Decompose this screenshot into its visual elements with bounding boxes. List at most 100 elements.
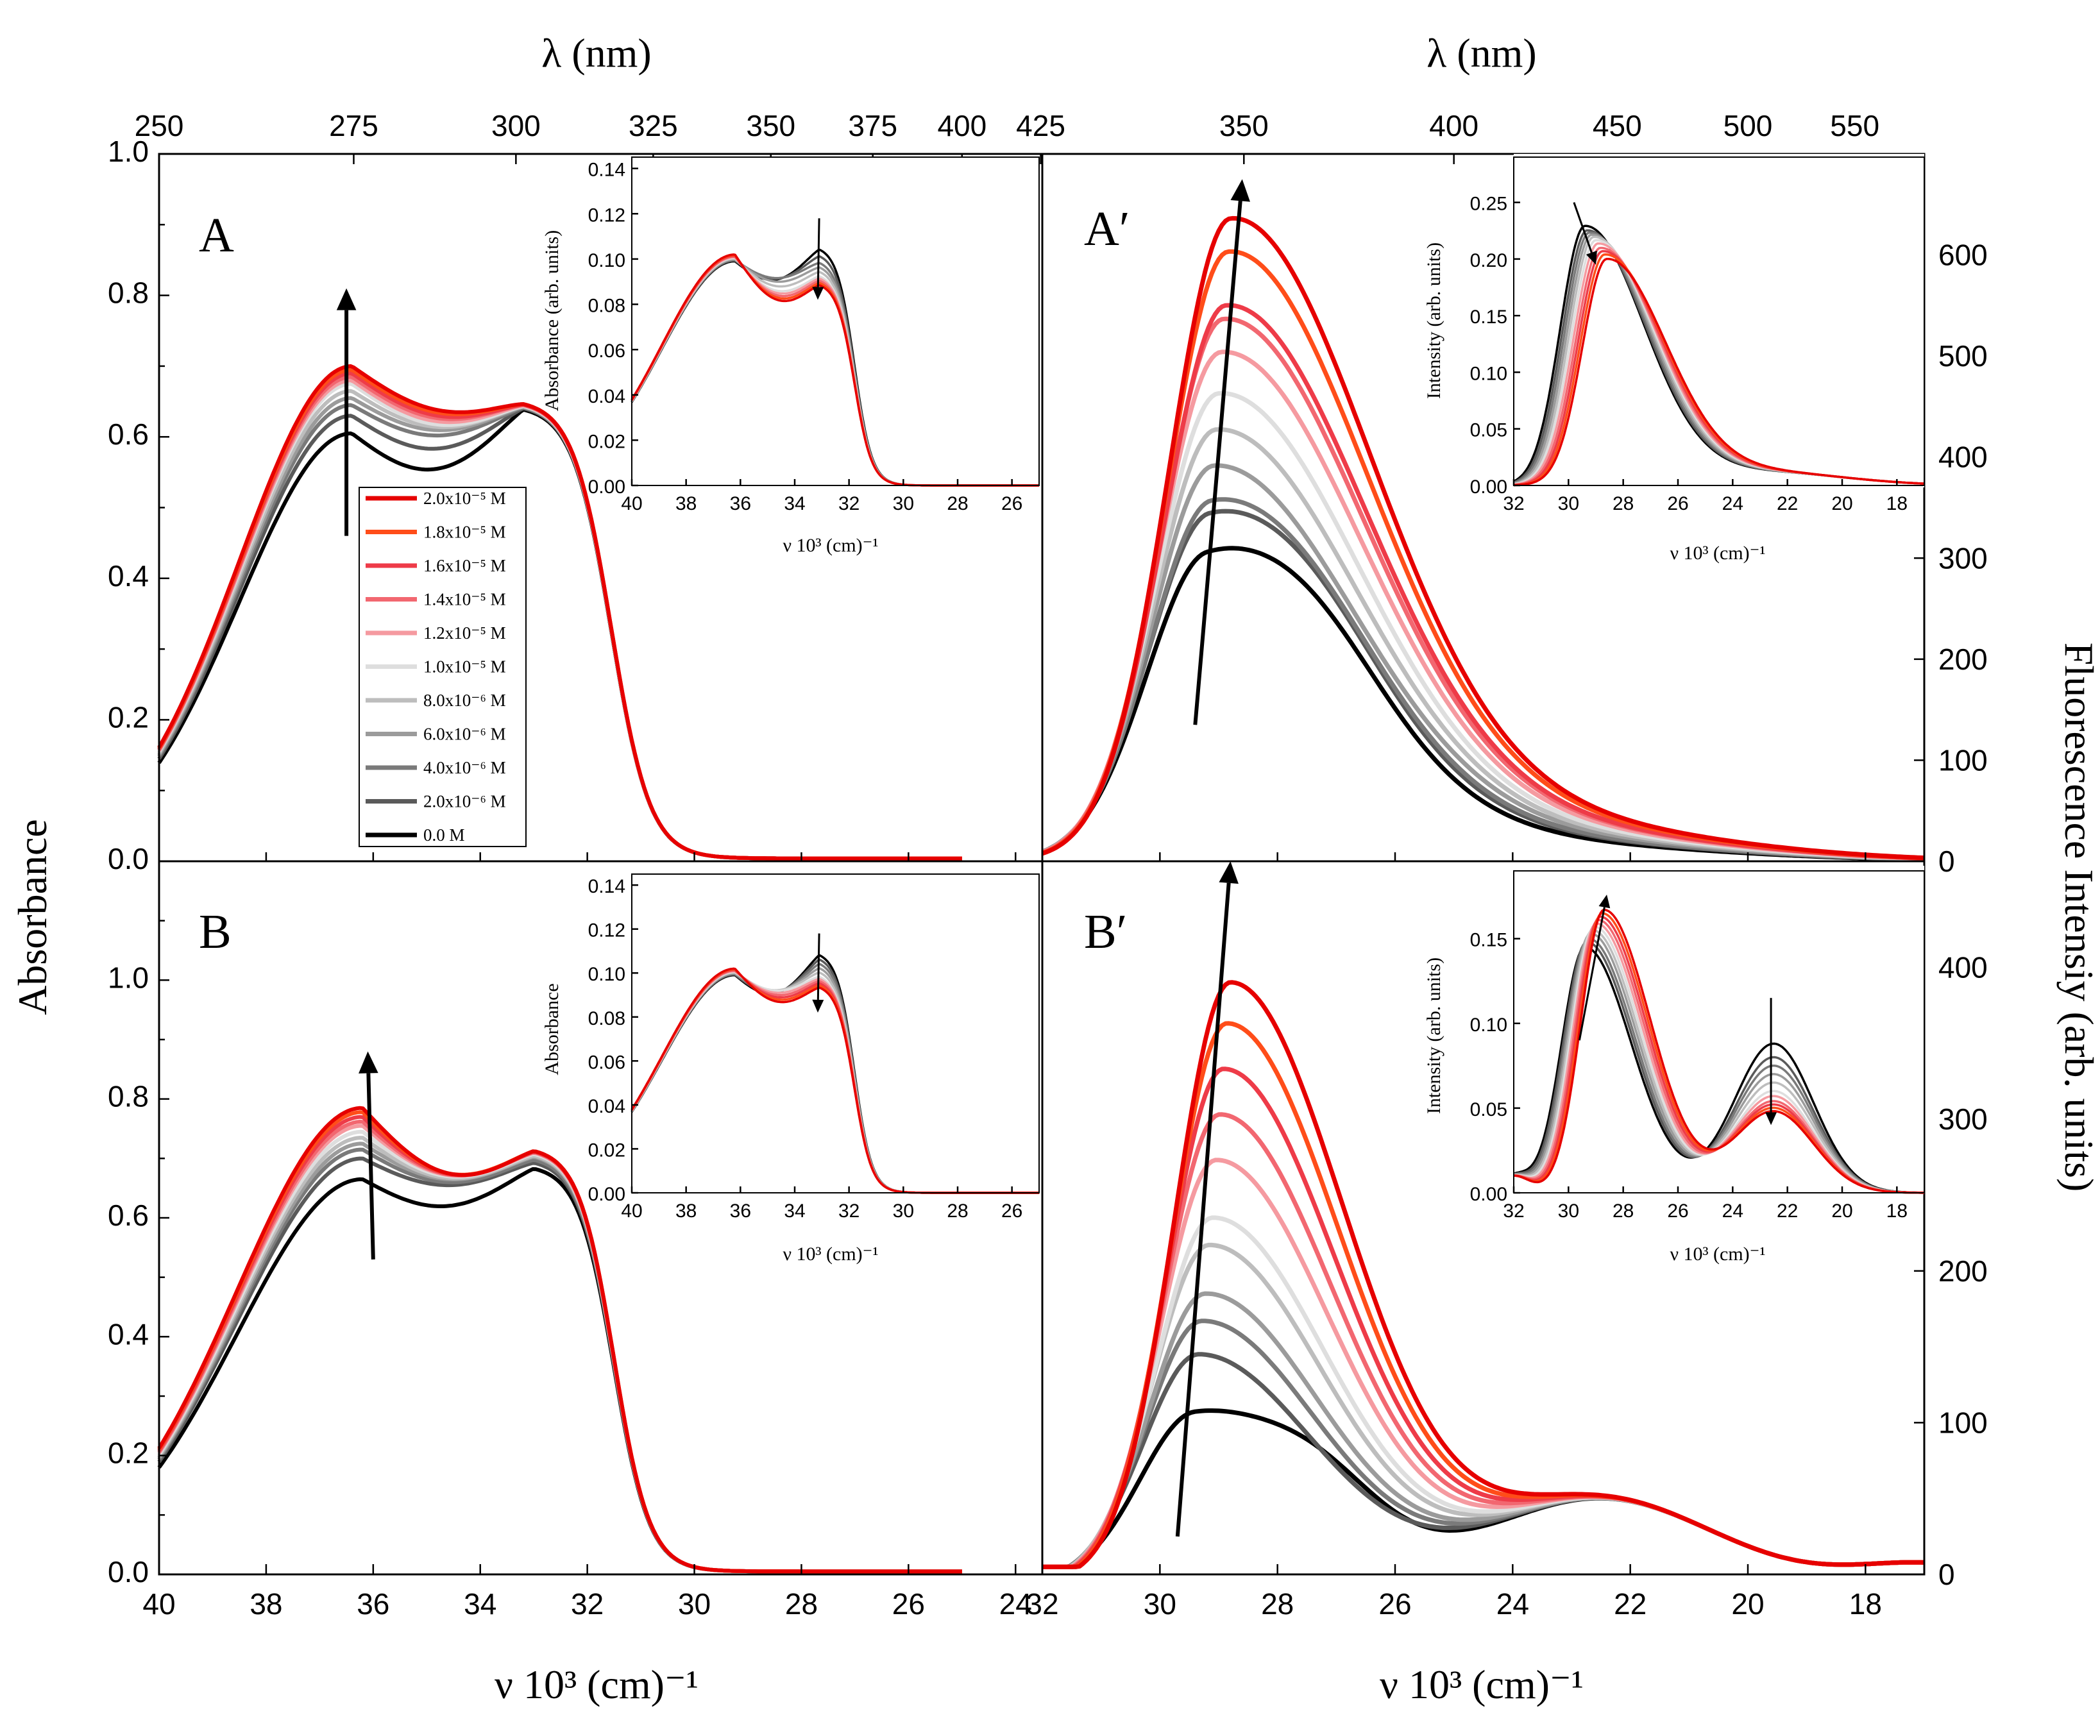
panel-a-ytick-label: 0.4 (108, 559, 149, 593)
inset-b-xtick-label: 30 (893, 1201, 914, 1222)
panel-a-prime-arrow (1193, 179, 1250, 725)
inset-a-prime-ytick-label: 0.00 (1470, 476, 1507, 498)
panel-a-top-tick-label: 325 (629, 109, 678, 142)
inset-a-ylabel: Absorbance (arb. units) (541, 230, 563, 411)
inset-a-prime-xtick-label: 32 (1503, 493, 1524, 514)
legend-label: 1.2x10⁻⁵ M (423, 623, 506, 643)
inset-b-prime-xtick-label: 22 (1777, 1201, 1798, 1222)
inset-b-prime-xtick-label: 26 (1667, 1201, 1688, 1222)
panel-b-prime-ytick-label: 0 (1938, 1558, 1955, 1591)
panel-b-xtick-label: 40 (142, 1587, 175, 1621)
legend-label: 1.4x10⁻⁵ M (423, 590, 506, 609)
panel-b-prime-ytick-label: 200 (1938, 1254, 1988, 1288)
panel-b-prime-arrow-shaft (1175, 882, 1231, 1537)
inset-a-ytick-label: 0.12 (588, 205, 625, 226)
inset-a-arrow-head (812, 287, 824, 300)
panel-a-top-tick-label: 300 (491, 109, 541, 142)
panel-b-prime-xtick-label: 18 (1849, 1587, 1882, 1621)
inset-b-ytick-label: 0.14 (588, 876, 625, 897)
panel-b-xtick-label: 32 (571, 1587, 604, 1621)
axes-frame (1041, 860, 1926, 1576)
inset-a-prime-xtick-label: 18 (1886, 493, 1908, 514)
inset-b-arrow (812, 933, 824, 1013)
panel-a-prime-ytick-label: 300 (1938, 541, 1988, 575)
inset-a-prime-ytick-label: 0.25 (1470, 194, 1507, 215)
inset-b-arrow-shaft (817, 933, 820, 1000)
inset-b-prime-xlabel: ν 10³ (cm)⁻¹ (1670, 1243, 1765, 1265)
panel-b-prime-arrow (1175, 861, 1239, 1537)
inset-b-prime-series-10 (1513, 909, 1924, 1194)
inset-a-prime-series-10 (1513, 257, 1925, 487)
legend-label: 8.0x10⁻⁶ M (423, 691, 506, 710)
right-axis-title: Fluorescence Intensiy (arb. units) (2056, 643, 2100, 1192)
inset-a-prime-ytick-label: 0.15 (1470, 307, 1507, 328)
panel-a-series-10 (157, 364, 962, 861)
panel-b-xtick-label: 26 (892, 1587, 925, 1621)
panel-a-ytick-label: 0.2 (108, 700, 149, 734)
inset-b-prime-ytick-label: 0.05 (1470, 1099, 1507, 1120)
top-left-axis-title: λ (nm) (541, 30, 651, 76)
inset-b-xtick-label: 34 (784, 1201, 805, 1222)
panel-a-prime-ytick-label: 0 (1938, 845, 1955, 878)
panel-b-prime-letter: B′ (1084, 905, 1127, 959)
inset-a-prime-xtick-label: 26 (1667, 493, 1688, 514)
inset-b-prime-ytick-label: 0.00 (1470, 1184, 1507, 1205)
panel-a-ytick-label: 1.0 (108, 135, 149, 168)
panel-a-arrow (336, 288, 357, 536)
inset-a-arrow-shaft (817, 218, 820, 287)
inset-a-ytick-label: 0.04 (588, 386, 625, 407)
panel-a-letter: A (199, 208, 234, 262)
panel-b-xtick-label: 36 (357, 1587, 389, 1621)
inset-b-prime-arrow-up-shaft (1578, 907, 1605, 1041)
inset-b-prime-ytick-label: 0.15 (1470, 930, 1507, 951)
inset-a-prime-ylabel: Intensity (arb. units) (1423, 242, 1444, 399)
inset-b-prime-arrow (1578, 894, 1777, 1125)
inset-b-prime: 0.00 0.05 0.10 0.15 32 30 28 26 24 22 20 18 ν 10³ (… (1423, 866, 1925, 1265)
inset-a-prime-curves (1513, 224, 1925, 487)
legend-label: 2.0x10⁻⁶ M (423, 792, 506, 811)
inset-b-ytick-label: 0.12 (588, 920, 625, 941)
inset-b-prime-xtick-label: 32 (1503, 1201, 1524, 1222)
inset-a-prime-xtick-label: 28 (1613, 493, 1634, 514)
panel-a-prime-top-tick-label: 550 (1830, 109, 1879, 142)
inset-a-xtick-label: 26 (1001, 493, 1022, 514)
panel-a-prime: 0 100 200 300 400 500 600 350 400 450 500 550 A′ (1041, 109, 1988, 878)
panel-b-ytick-label: 0.0 (108, 1555, 149, 1589)
inset-a-xtick-label: 38 (675, 493, 697, 514)
inset-b-prime-xtick-label: 30 (1558, 1201, 1579, 1222)
inset-b-ytick-label: 0.06 (588, 1052, 625, 1073)
inset-a-prime-arrow-shaft (1573, 202, 1593, 253)
inset-a-ytick-label: 0.02 (588, 431, 625, 452)
inset-b-xtick-label: 36 (730, 1201, 751, 1222)
panel-b-prime-xtick-label: 32 (1026, 1587, 1058, 1621)
inset-a-ytick-label: 0.08 (588, 296, 625, 317)
legend-label: 2.0x10⁻⁵ M (423, 489, 506, 508)
inset-b-prime-curves (1513, 909, 1925, 1194)
inset-a-xtick-label: 40 (621, 493, 642, 514)
panel-a-prime-ytick-label: 100 (1938, 743, 1988, 777)
panel-a-top-tick-label: 400 (937, 109, 986, 142)
inset-a-prime: 0.00 0.05 0.10 0.15 0.20 0.25 32 30 28 26 24 22 20 18… (1423, 154, 1925, 564)
inset-a: 0.00 0.02 0.04 0.06 0.08 0.10 0.12 0.14 40 38 36 34… (541, 156, 1040, 556)
left-axis-title: Absorbance (10, 819, 55, 1015)
inset-a-prime-ytick-label: 0.05 (1470, 420, 1507, 441)
inset-b-ytick-label: 0.00 (588, 1184, 625, 1205)
bottom-left-axis-title: ν 10³ (cm)⁻¹ (495, 1662, 699, 1707)
inset-b-prime-axes: 0.00 0.05 0.10 0.15 32 30 28 26 24 22 20 18 (1470, 870, 1925, 1222)
legend-label: 0.0 M (423, 825, 465, 845)
inset-a-ytick-label: 0.06 (588, 341, 625, 362)
panel-b-arrow (359, 1051, 378, 1260)
inset-a-xtick-label: 32 (838, 493, 859, 514)
inset-a-xtick-label: 34 (784, 493, 805, 514)
panel-b-xtick-label: 24 (999, 1587, 1032, 1621)
panel-b-prime-axes: 0 100 200 300 400 32 30 28 26 24 22 20 18 (1026, 860, 1988, 1621)
panel-b-prime-xtick-label: 28 (1261, 1587, 1294, 1621)
inset-a-ytick-label: 0.10 (588, 250, 625, 271)
panel-b: 0.0 0.2 0.4 0.6 0.8 1.0 40 38 36 34 32 30 28 26 24 B (108, 860, 1044, 1621)
inset-a-prime-xlabel: ν 10³ (cm)⁻¹ (1670, 543, 1765, 564)
panel-b-prime-ytick-label: 100 (1938, 1406, 1988, 1439)
axes-frame (631, 156, 1040, 486)
panel-b-prime-xtick-label: 20 (1731, 1587, 1764, 1621)
inset-b-axes: 0.00 0.02 0.04 0.06 0.08 0.10 0.12 0.14 40 38 36 34… (588, 873, 1040, 1222)
